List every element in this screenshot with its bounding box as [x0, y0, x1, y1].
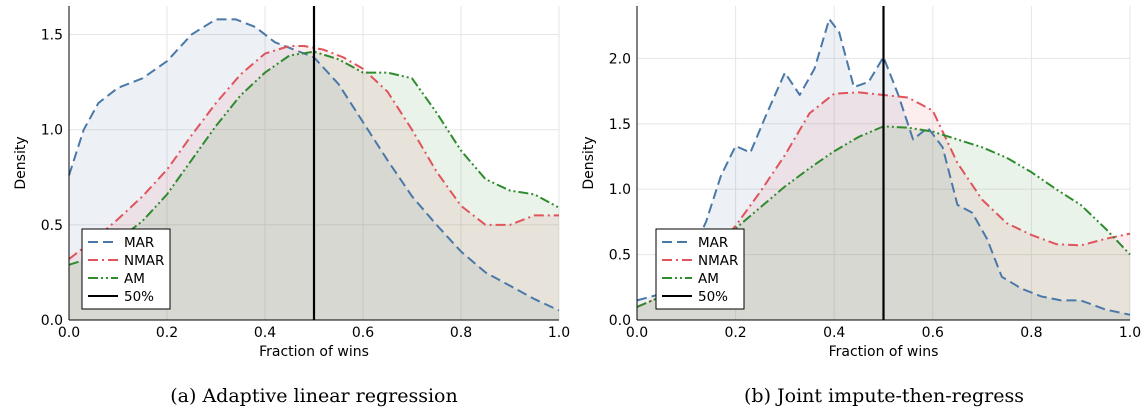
x-tick-label: 0.8 [450, 325, 472, 341]
y-tick-label: 0.5 [41, 218, 63, 234]
axes [68, 6, 559, 321]
legend-label: MAR [698, 235, 728, 251]
x-axis-label: Fraction of wins [259, 344, 369, 360]
y-tick-labels: 0.0 0.5 1.0 1.5 [41, 28, 63, 329]
x-tick-label: 0.0 [626, 325, 648, 341]
chart-panel-a: 0.0 0.2 0.4 0.6 0.8 1.0 0.0 0.5 1.0 1.5 Fraction… [13, 6, 570, 407]
x-tick-label: 0.0 [58, 325, 80, 341]
x-tick-label: 0.2 [724, 325, 746, 341]
legend-label: NMAR [124, 253, 164, 269]
legend-label: NMAR [698, 253, 738, 269]
y-tick-label: 1.5 [609, 117, 631, 133]
x-tick-labels: 0.0 0.2 0.4 0.6 0.8 1.0 [626, 325, 1141, 341]
legend-label: AM [124, 271, 145, 287]
legend: MAR NMAR AM 50% [655, 228, 745, 310]
series-line-mar [636, 18, 1131, 316]
x-tick-label: 0.8 [1020, 325, 1042, 341]
y-tick-label: 1.5 [41, 28, 63, 44]
x-tick-label: 0.4 [254, 325, 276, 341]
x-tick-label: 0.6 [922, 325, 944, 341]
legend-label: 50% [124, 289, 154, 305]
legend: MAR NMAR AM 50% [81, 228, 171, 310]
legend-label: AM [698, 271, 719, 287]
x-tick-label: 0.6 [352, 325, 374, 341]
y-tick-label: 1.0 [41, 123, 63, 139]
caption-a: (a) Adaptive linear regression [170, 385, 457, 407]
y-tick-label: 0.5 [609, 248, 631, 264]
legend-label: MAR [124, 235, 154, 251]
y-tick-label: 0.0 [41, 313, 63, 329]
series-line-mar [68, 18, 560, 312]
series-line-am [68, 50, 560, 266]
legend-label: 50% [698, 289, 728, 305]
y-tick-label: 0.0 [609, 313, 631, 329]
x-tick-label: 0.4 [823, 325, 845, 341]
y-tick-labels: 0.0 0.5 1.0 1.5 2.0 [609, 51, 631, 329]
caption-b: (b) Joint impute-then-regress [744, 385, 1024, 407]
y-axis-label: Density [13, 136, 29, 189]
x-tick-label: 1.0 [1119, 325, 1141, 341]
x-axis-label: Fraction of wins [829, 344, 939, 360]
x-tick-label: 1.0 [548, 325, 570, 341]
x-tick-labels: 0.0 0.2 0.4 0.6 0.8 1.0 [58, 325, 570, 341]
y-axis-label: Density [581, 136, 597, 189]
chart-panel-b: 0.0 0.2 0.4 0.6 0.8 1.0 0.0 0.5 1.0 1.5 2.0 Fract… [581, 6, 1141, 407]
y-tick-label: 1.0 [609, 182, 631, 198]
y-tick-label: 2.0 [609, 51, 631, 67]
x-tick-label: 0.2 [156, 325, 178, 341]
axes [636, 6, 1130, 321]
